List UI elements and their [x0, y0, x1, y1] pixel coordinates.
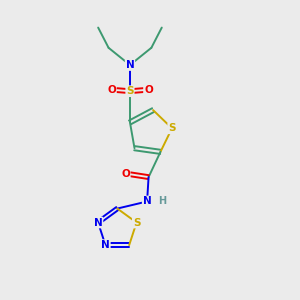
Text: S: S: [168, 123, 176, 133]
Text: S: S: [126, 86, 134, 96]
Text: O: O: [144, 85, 153, 95]
Text: N: N: [126, 60, 134, 70]
Text: O: O: [107, 85, 116, 95]
Text: N: N: [94, 218, 103, 227]
Text: S: S: [133, 218, 140, 227]
Text: N: N: [143, 196, 152, 206]
Text: H: H: [158, 196, 166, 206]
Text: N: N: [101, 240, 110, 250]
Text: O: O: [121, 169, 130, 178]
